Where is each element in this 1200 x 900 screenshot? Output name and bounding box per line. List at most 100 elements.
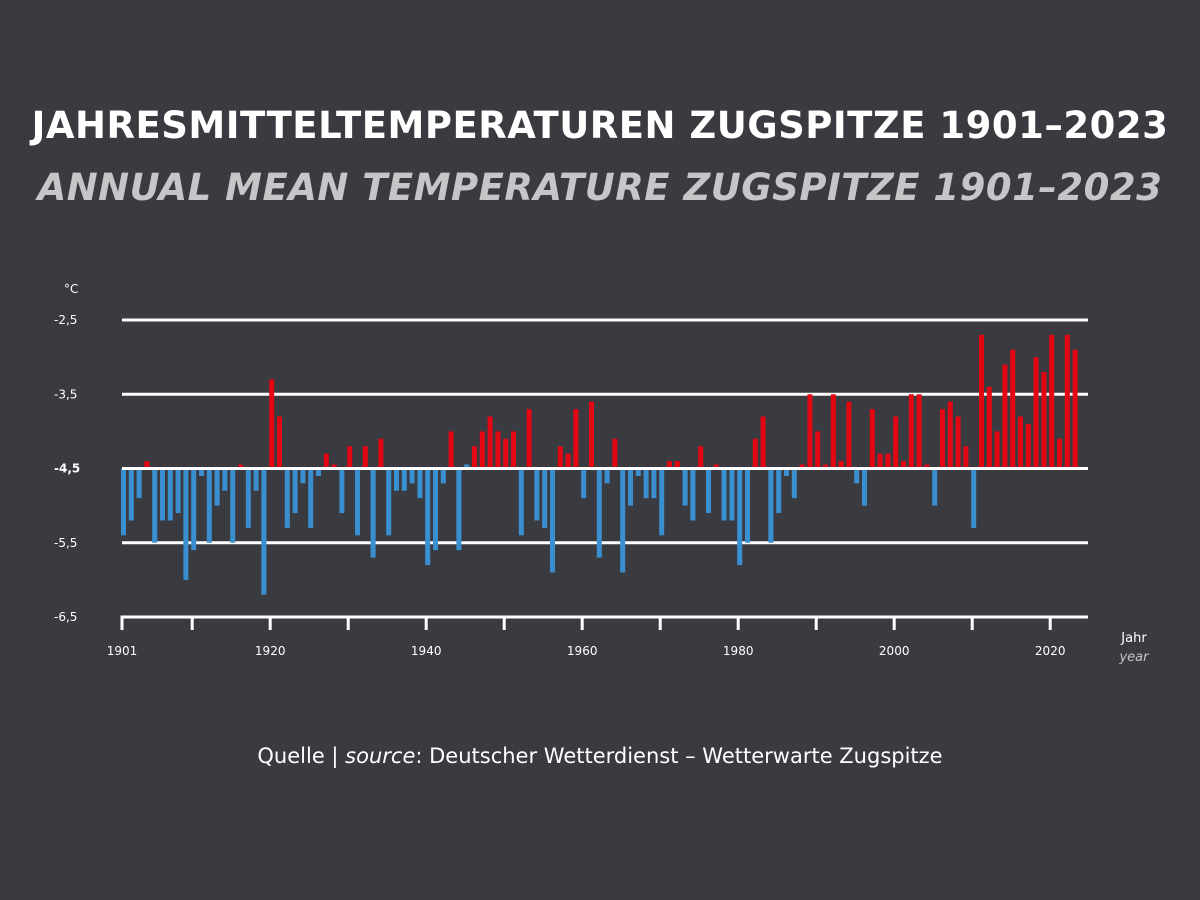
bar-1946 [472, 446, 477, 469]
bar-1992 [830, 394, 836, 469]
bar-1942 [440, 468, 446, 484]
bar-1940 [425, 468, 431, 566]
bar-1971 [667, 461, 672, 469]
bar-2015 [1010, 349, 1016, 469]
bar-2005 [932, 468, 938, 506]
bar-1909 [183, 468, 189, 580]
bar-1998 [877, 453, 883, 469]
bar-1903 [136, 468, 142, 499]
chart-title: JAHRESMITTELTEMPERATUREN ZUGSPITZE 1901–… [31, 104, 1169, 147]
bar-1931 [355, 468, 360, 536]
y-tick-label: -2,5 [54, 313, 77, 327]
x-tick-label: 2000 [879, 644, 910, 658]
bar-1917 [245, 468, 251, 528]
bar-1911 [199, 468, 204, 476]
bar-1941 [433, 468, 438, 551]
bar-2021 [1057, 438, 1062, 469]
bar-1951 [511, 431, 516, 469]
bar-1904 [144, 461, 150, 469]
bar-2004 [924, 464, 930, 468]
bar-1978 [721, 468, 727, 521]
bar-1979 [729, 468, 735, 521]
bar-1932 [362, 446, 368, 469]
bar-1961 [589, 401, 594, 469]
bar-1935 [386, 468, 392, 536]
bar-1923 [292, 468, 298, 514]
bar-2014 [1002, 364, 1008, 469]
bar-1990 [815, 431, 821, 469]
bar-2012 [986, 386, 992, 469]
bar-1964 [612, 438, 618, 469]
bar-1928 [331, 464, 337, 468]
bar-1939 [417, 468, 423, 499]
bar-1997 [869, 409, 875, 469]
bar-1910 [191, 468, 197, 551]
bar-1907 [167, 468, 173, 521]
bar-2008 [955, 416, 961, 469]
bar-1962 [596, 468, 602, 558]
bar-1936 [394, 468, 399, 491]
bar-1996 [862, 468, 867, 506]
bar-2011 [979, 334, 984, 469]
bar-1926 [316, 468, 321, 476]
source-label-en: source [345, 744, 416, 768]
y-axis-unit: °C [64, 282, 78, 296]
bar-1906 [160, 468, 165, 521]
bar-1966 [628, 468, 633, 506]
source-text: : Deutscher Wetterdienst – Wetterwarte Z… [415, 744, 943, 768]
bar-1974 [690, 468, 696, 521]
bar-2003 [916, 394, 922, 469]
bar-1949 [495, 431, 501, 469]
bar-2002 [908, 394, 914, 469]
bar-2023 [1072, 349, 1078, 469]
bar-1982 [752, 438, 758, 469]
bar-1955 [542, 468, 548, 528]
bar-2001 [901, 461, 906, 469]
bar-1913 [214, 468, 220, 506]
bar-1921 [277, 416, 282, 469]
bar-1959 [573, 409, 579, 469]
bar-1972 [674, 461, 680, 469]
bar-1919 [261, 468, 267, 595]
x-tick-label: 1980 [723, 644, 754, 658]
x-axis-label: Jahr [1120, 631, 1147, 646]
bar-1938 [409, 468, 415, 484]
bar-1980 [737, 468, 743, 566]
source-note: Quelle | source: Deutscher Wetterdienst … [0, 744, 1200, 768]
bar-1902 [128, 468, 134, 521]
bar-1993 [838, 461, 844, 469]
bar-1915 [230, 468, 236, 543]
x-tick-label: 1960 [567, 644, 598, 658]
bar-1975 [698, 446, 704, 469]
x-tick-label: 1920 [255, 644, 286, 658]
bar-2020 [1049, 334, 1055, 469]
bar-1901 [121, 468, 126, 536]
bar-1995 [854, 468, 860, 484]
bar-1918 [253, 468, 259, 491]
bar-2007 [947, 401, 953, 469]
bar-1934 [378, 438, 384, 469]
x-axis-label-en: year [1118, 650, 1150, 665]
bar-1965 [620, 468, 626, 573]
bar-1987 [791, 468, 797, 499]
y-tick-label: -4,5 [54, 462, 80, 476]
y-tick-label: -6,5 [54, 610, 77, 624]
bar-1973 [682, 468, 688, 506]
bar-2019 [1041, 371, 1047, 469]
bar-1927 [323, 453, 329, 469]
bar-2013 [994, 431, 1000, 469]
bar-1983 [760, 416, 766, 469]
bar-1986 [784, 468, 789, 476]
bar-1989 [807, 394, 813, 469]
bar-1999 [885, 453, 891, 469]
bar-1916 [238, 464, 243, 468]
x-tick-label: 2020 [1035, 644, 1066, 658]
bar-2010 [971, 468, 977, 528]
bar-1958 [565, 453, 571, 469]
bar-1945 [464, 464, 470, 468]
bar-1948 [487, 416, 493, 469]
bar-1914 [222, 468, 228, 491]
bar-1937 [401, 468, 407, 491]
bar-1985 [776, 468, 782, 514]
